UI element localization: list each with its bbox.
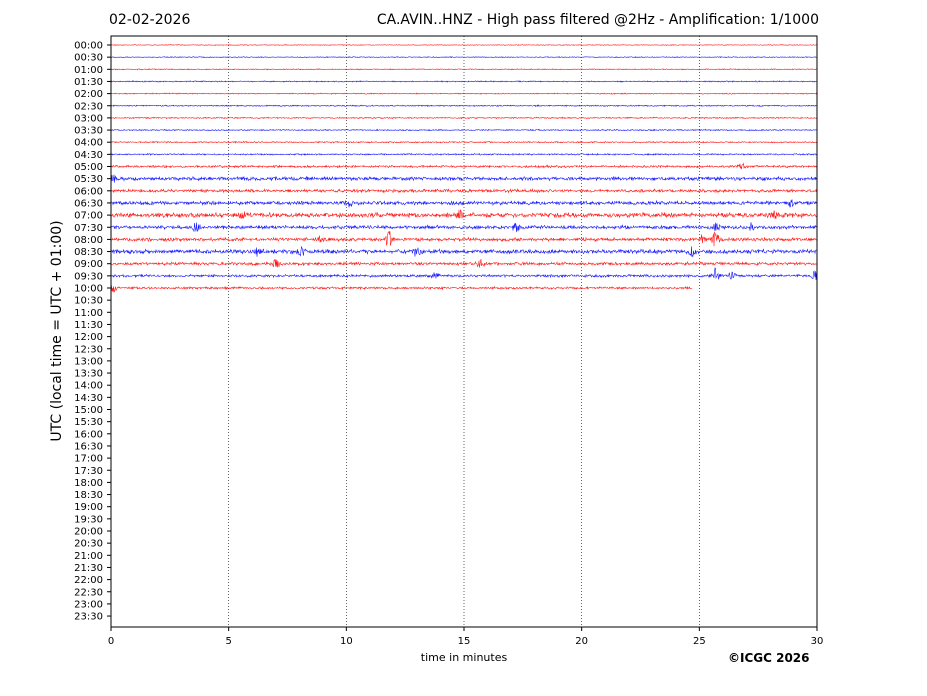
y-tick-label: 16:30: [74, 441, 103, 452]
y-tick-label: 12:00: [74, 332, 103, 343]
y-tick-label: 11:30: [74, 320, 103, 331]
trace-0100: [110, 68, 818, 71]
trace-0530: [110, 174, 818, 183]
x-tick-label: 20: [575, 636, 588, 647]
trace-0900: [110, 258, 818, 268]
y-tick-label: 05:30: [74, 174, 103, 185]
trace-0300: [110, 116, 818, 120]
y-tick-label: 13:30: [74, 369, 103, 380]
y-tick-label: 20:00: [74, 527, 103, 538]
x-axis-label: time in minutes: [420, 651, 508, 664]
y-tick-label: 23:00: [74, 599, 103, 610]
y-tick-label: 08:00: [74, 235, 103, 246]
y-tick-label: 04:00: [74, 138, 103, 149]
trace-0430: [110, 152, 818, 156]
y-tick-label: 21:30: [74, 563, 103, 574]
x-tick-label: 25: [693, 636, 706, 647]
y-tick-label: 10:30: [74, 296, 103, 307]
y-tick-label: 01:30: [74, 77, 103, 88]
y-tick-label: 14:30: [74, 393, 103, 404]
x-axis: 0 5 10 15 20 25 30: [108, 627, 824, 647]
y-tick-label: 23:30: [74, 612, 103, 623]
trace-0400: [110, 140, 818, 144]
trace-0030: [110, 55, 818, 59]
x-tick-label: 30: [811, 636, 824, 647]
y-tick-label: 17:00: [74, 454, 103, 465]
y-tick-label: 00:00: [74, 41, 103, 52]
y-tick-label: 15:30: [74, 417, 103, 428]
y-tick-label: 09:00: [74, 259, 103, 270]
y-tick-label: 09:30: [74, 271, 103, 282]
y-tick-label: 19:00: [74, 502, 103, 513]
y-tick-label: 13:00: [74, 356, 103, 367]
y-tick-label: 19:30: [74, 514, 103, 525]
trace-0630: [110, 199, 818, 208]
y-tick-label: 08:30: [74, 247, 103, 258]
y-tick-label: 01:00: [74, 65, 103, 76]
y-tick-label: 22:30: [74, 587, 103, 598]
grid-lines: [228, 36, 700, 627]
y-tick-label: 14:00: [74, 381, 103, 392]
trace-1000: [110, 285, 693, 293]
y-tick-label: 06:30: [74, 198, 103, 209]
x-tick-label: 15: [458, 636, 471, 647]
y-tick-label: 12:30: [74, 344, 103, 355]
plot-frame: [110, 35, 818, 628]
y-tick-label: 22:00: [74, 575, 103, 586]
trace-0130: [110, 80, 818, 83]
y-tick-label: 18:00: [74, 478, 103, 489]
trace-0500: [110, 162, 818, 170]
trace-0200: [110, 92, 818, 95]
trace-0330: [110, 128, 818, 132]
y-tick-label: 03:30: [74, 126, 103, 137]
y-tick-label: 10:00: [74, 284, 103, 295]
trace-0600: [110, 187, 818, 194]
chart-title: CA.AVIN..HNZ - High pass filtered @2Hz -…: [376, 12, 819, 28]
x-tick-label: 0: [108, 636, 114, 647]
x-tick-label: 10: [340, 636, 353, 647]
y-tick-label: 07:30: [74, 223, 103, 234]
trace-0800: [110, 230, 818, 247]
y-tick-label: 05:00: [74, 162, 103, 173]
y-tick-label: 17:30: [74, 466, 103, 477]
y-tick-label: 03:00: [74, 113, 103, 124]
trace-0730: [110, 222, 818, 233]
y-tick-label: 18:30: [74, 490, 103, 501]
y-tick-label: 11:00: [74, 308, 103, 319]
trace-0700: [110, 209, 818, 219]
trace-0930: [110, 267, 818, 281]
y-tick-label: 04:30: [74, 150, 103, 161]
y-tick-label: 00:30: [74, 53, 103, 64]
y-tick-label: 02:30: [74, 101, 103, 112]
trace-0230: [110, 104, 818, 108]
trace-0000: [110, 44, 818, 46]
x-tick-label: 5: [225, 636, 231, 647]
y-tick-label: 07:00: [74, 211, 103, 222]
trace-0830: [110, 245, 818, 258]
y-tick-label: 20:30: [74, 539, 103, 550]
y-tick-label: 16:00: [74, 429, 103, 440]
y-tick-label: 06:00: [74, 186, 103, 197]
y-tick-label: 15:00: [74, 405, 103, 416]
copyright-label: ©ICGC 2026: [728, 651, 810, 665]
y-tick-label: 21:00: [74, 551, 103, 562]
date-label: 02-02-2026: [109, 12, 191, 28]
trace-group: [110, 44, 818, 293]
y-tick-label: 02:00: [74, 89, 103, 100]
